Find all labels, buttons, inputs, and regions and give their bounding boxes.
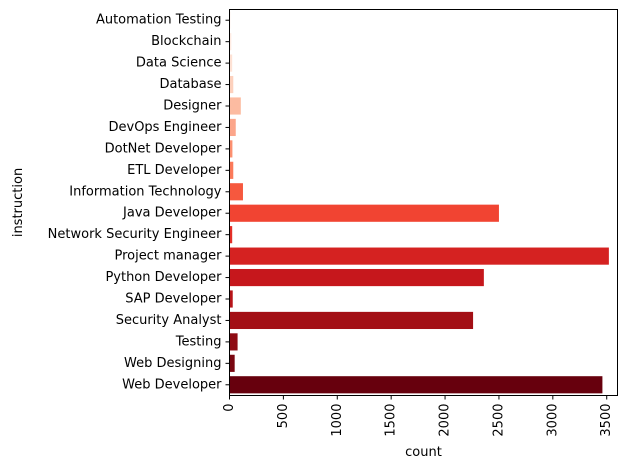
y-tick-label: Project manager xyxy=(114,249,222,264)
y-tick-label: Web Designing xyxy=(124,356,221,371)
y-tick-label: Security Analyst xyxy=(116,313,222,328)
y-tick-label: DevOps Engineer xyxy=(109,120,223,135)
y-tick-label: DotNet Developer xyxy=(105,141,223,156)
bar-python-developer xyxy=(229,268,484,287)
x-tick-label: 500 xyxy=(276,404,291,429)
bar-network-security-engineer xyxy=(229,226,233,244)
x-axis-label: count xyxy=(405,445,442,460)
x-tick-label: 1500 xyxy=(384,404,399,437)
bar-web-designing xyxy=(229,354,235,372)
y-tick-label: Network Security Engineer xyxy=(48,227,222,242)
bar-devops-engineer xyxy=(229,118,236,137)
bar-dotnet-developer xyxy=(229,140,233,158)
y-tick-label: Data Science xyxy=(136,56,222,71)
y-axis-ticks: Automation Testing Blockchain Data Science… xyxy=(48,13,230,392)
axes-frame xyxy=(229,9,618,396)
y-tick-label: Web Developer xyxy=(122,377,222,392)
x-axis-ticks: 0 500 1000 1500 2000 2500 3000 3500 xyxy=(222,395,614,437)
y-tick-label: ETL Developer xyxy=(127,163,222,178)
x-tick-label: 2500 xyxy=(491,404,506,437)
x-tick-label: 2000 xyxy=(438,404,453,437)
bar-testing xyxy=(229,333,238,351)
x-tick-label: 1000 xyxy=(330,404,345,437)
y-tick-label: Designer xyxy=(163,99,222,114)
bar-information-technology xyxy=(229,183,243,201)
y-tick-label: Blockchain xyxy=(151,34,221,49)
bar-etl-developer xyxy=(229,161,234,179)
bar-designer xyxy=(229,97,241,115)
y-tick-label: Database xyxy=(159,77,221,92)
y-tick-label: Python Developer xyxy=(105,270,222,285)
y-tick-label: Automation Testing xyxy=(96,13,222,28)
x-tick-label: 3500 xyxy=(599,404,614,437)
y-tick-label: Information Technology xyxy=(69,184,222,199)
y-tick-label: Testing xyxy=(175,334,222,349)
y-tick-label: Java Developer xyxy=(122,206,222,221)
x-tick-label: 0 xyxy=(222,404,237,412)
bar-security-analyst xyxy=(229,311,474,330)
bar-blockchain xyxy=(229,33,232,51)
bar-web-developer xyxy=(229,376,603,394)
bar-project-manager xyxy=(229,247,609,265)
bar-sap-developer xyxy=(229,290,233,308)
x-tick-label: 3000 xyxy=(545,404,560,437)
bars-group xyxy=(229,11,609,394)
bar-database xyxy=(229,75,234,94)
bar-java-developer xyxy=(229,204,499,222)
y-tick-label: SAP Developer xyxy=(125,292,222,307)
bar-data-science xyxy=(229,54,233,72)
y-axis-label: instruction xyxy=(11,168,26,237)
